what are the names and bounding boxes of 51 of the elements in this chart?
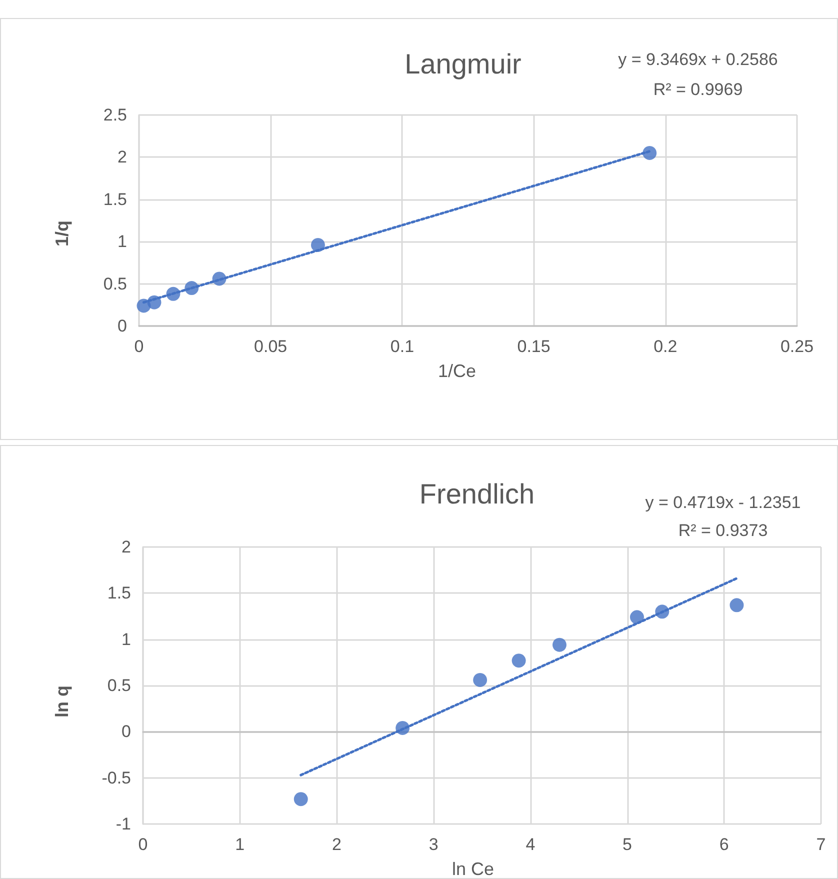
point [184,281,199,296]
y-tick-label: 0.5 [103,274,127,294]
chart-title: Frendlich [419,478,535,510]
point [473,672,488,687]
x-tick-label: 0 [138,835,148,854]
text: y = 9.3469x + 0.2586 [618,50,778,69]
y-tick-label: 0.5 [107,676,131,695]
x-tick-label: 0.05 [254,337,288,356]
x-tick-label: 0.2 [654,337,678,356]
point [630,610,644,624]
point [730,598,744,612]
point [552,638,566,652]
y-tick-label: -1 [116,814,131,834]
y-tick-label: 2.5 [103,106,127,124]
y-axis-title: 1/q [52,220,72,247]
text: R² = 0.9373 [678,521,768,540]
x-tick-label: 6 [719,835,729,854]
y-tick-label: 2 [122,538,131,556]
x-tick-label: 1 [235,835,245,854]
x-tick-label: 4 [526,835,536,854]
point [642,146,657,160]
x-tick-label: 0.15 [517,337,550,356]
x-tick-label: 5 [622,835,632,854]
point [147,295,162,310]
x-tick-label: 7 [816,835,826,854]
text: y = 0.4719x - 1.2351 [645,493,801,512]
x-tick-label: 0 [134,337,144,356]
point [396,720,410,735]
point [310,238,325,252]
chart-title: Langmuir [404,48,522,80]
x-axis-title: 1/Ce [438,361,476,381]
y-tick-label: 0 [118,316,127,336]
x-tick-label: 0.25 [780,337,814,356]
y-tick-label: 1.5 [103,190,127,209]
text: R² = 0.9969 [653,80,743,99]
x-tick-label: 3 [428,835,438,854]
y-tick-label: 1 [118,232,127,252]
y-axis-title: ln q [52,685,72,718]
point [655,604,670,619]
y-tick-label: 0 [122,722,131,742]
point [512,654,526,668]
y-tick-label: 1.5 [107,584,131,603]
y-tick-label: -0.5 [102,768,131,788]
x-axis-title: ln Ce [452,859,494,879]
point [212,272,226,286]
point [294,792,308,806]
y-tick-label: 2 [118,148,127,167]
x-tick-label: 0.1 [390,337,414,356]
x-tick-label: 2 [332,835,342,854]
point [166,286,180,301]
y-tick-label: 1 [122,630,131,649]
